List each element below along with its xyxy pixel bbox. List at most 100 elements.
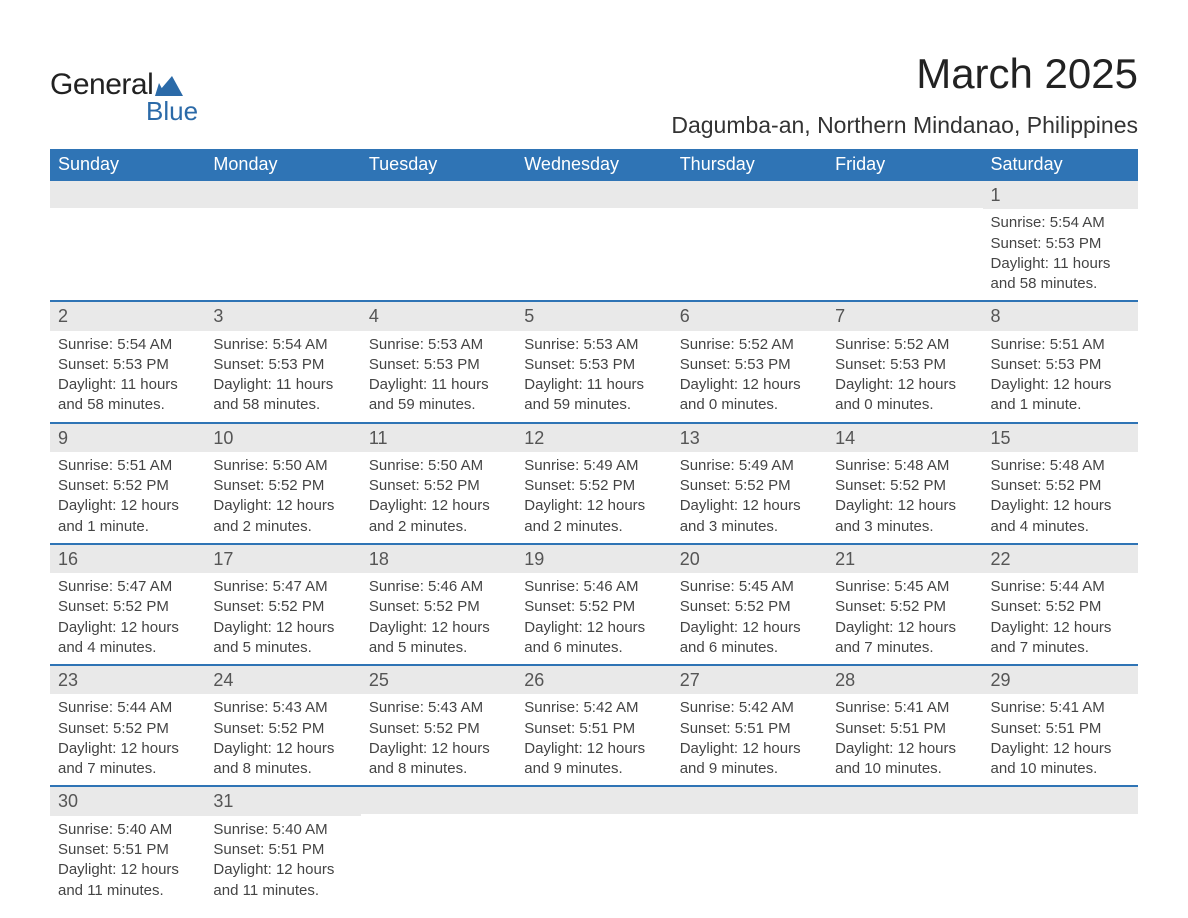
- day-number: 31: [205, 787, 360, 815]
- day-cell: [672, 181, 827, 300]
- title-block: March 2025 Dagumba-an, Northern Mindanao…: [671, 50, 1138, 139]
- day-number: 18: [361, 545, 516, 573]
- sunrise-text: Sunrise: 5:46 AM: [369, 577, 508, 597]
- daylight-text: Daylight: 12 hours and 2 minutes.: [524, 496, 663, 537]
- day-cell: [361, 181, 516, 300]
- day-body: Sunrise: 5:50 AMSunset: 5:52 PMDaylight:…: [205, 452, 360, 543]
- day-cell: 17Sunrise: 5:47 AMSunset: 5:52 PMDayligh…: [205, 545, 360, 664]
- sunset-text: Sunset: 5:52 PM: [835, 597, 974, 617]
- daylight-text: Daylight: 12 hours and 8 minutes.: [369, 739, 508, 780]
- day-body: Sunrise: 5:43 AMSunset: 5:52 PMDaylight:…: [361, 694, 516, 785]
- daylight-text: Daylight: 12 hours and 3 minutes.: [680, 496, 819, 537]
- day-body: Sunrise: 5:42 AMSunset: 5:51 PMDaylight:…: [672, 694, 827, 785]
- daylight-text: Daylight: 12 hours and 4 minutes.: [58, 618, 197, 659]
- weekday-friday: Friday: [827, 149, 982, 181]
- week-row: 30Sunrise: 5:40 AMSunset: 5:51 PMDayligh…: [50, 785, 1138, 906]
- day-cell: [50, 181, 205, 300]
- sunrise-text: Sunrise: 5:47 AM: [58, 577, 197, 597]
- sunrise-text: Sunrise: 5:49 AM: [524, 456, 663, 476]
- day-cell: 8Sunrise: 5:51 AMSunset: 5:53 PMDaylight…: [983, 302, 1138, 421]
- daylight-text: Daylight: 12 hours and 3 minutes.: [835, 496, 974, 537]
- day-number: 5: [516, 302, 671, 330]
- daylight-text: Daylight: 12 hours and 7 minutes.: [991, 618, 1130, 659]
- sunrise-text: Sunrise: 5:41 AM: [835, 698, 974, 718]
- sunset-text: Sunset: 5:53 PM: [680, 355, 819, 375]
- day-number: 1: [983, 181, 1138, 209]
- sunset-text: Sunset: 5:52 PM: [680, 597, 819, 617]
- weeks-container: 1Sunrise: 5:54 AMSunset: 5:53 PMDaylight…: [50, 181, 1138, 907]
- sunrise-text: Sunrise: 5:48 AM: [991, 456, 1130, 476]
- day-cell: 5Sunrise: 5:53 AMSunset: 5:53 PMDaylight…: [516, 302, 671, 421]
- day-body: Sunrise: 5:53 AMSunset: 5:53 PMDaylight:…: [361, 331, 516, 422]
- day-number: 27: [672, 666, 827, 694]
- day-cell: [827, 787, 982, 906]
- day-body: Sunrise: 5:52 AMSunset: 5:53 PMDaylight:…: [827, 331, 982, 422]
- day-cell: 19Sunrise: 5:46 AMSunset: 5:52 PMDayligh…: [516, 545, 671, 664]
- sunset-text: Sunset: 5:51 PM: [835, 719, 974, 739]
- sunset-text: Sunset: 5:52 PM: [213, 597, 352, 617]
- sunset-text: Sunset: 5:52 PM: [369, 719, 508, 739]
- day-cell: [361, 787, 516, 906]
- sunset-text: Sunset: 5:52 PM: [835, 476, 974, 496]
- sunset-text: Sunset: 5:51 PM: [991, 719, 1130, 739]
- daylight-text: Daylight: 12 hours and 2 minutes.: [369, 496, 508, 537]
- day-cell: [983, 787, 1138, 906]
- daylight-text: Daylight: 12 hours and 1 minute.: [991, 375, 1130, 416]
- daylight-text: Daylight: 12 hours and 7 minutes.: [58, 739, 197, 780]
- day-number: 3: [205, 302, 360, 330]
- sunrise-text: Sunrise: 5:43 AM: [369, 698, 508, 718]
- day-body: [361, 814, 516, 824]
- day-cell: 6Sunrise: 5:52 AMSunset: 5:53 PMDaylight…: [672, 302, 827, 421]
- sunset-text: Sunset: 5:51 PM: [213, 840, 352, 860]
- weekday-saturday: Saturday: [983, 149, 1138, 181]
- day-body: [516, 208, 671, 218]
- day-body: Sunrise: 5:44 AMSunset: 5:52 PMDaylight:…: [983, 573, 1138, 664]
- day-cell: [205, 181, 360, 300]
- sunset-text: Sunset: 5:53 PM: [369, 355, 508, 375]
- brand-text-top: General: [50, 68, 153, 102]
- daylight-text: Daylight: 12 hours and 2 minutes.: [213, 496, 352, 537]
- sunset-text: Sunset: 5:53 PM: [524, 355, 663, 375]
- day-cell: 11Sunrise: 5:50 AMSunset: 5:52 PMDayligh…: [361, 424, 516, 543]
- day-number: 24: [205, 666, 360, 694]
- day-cell: 23Sunrise: 5:44 AMSunset: 5:52 PMDayligh…: [50, 666, 205, 785]
- day-body: [205, 208, 360, 218]
- week-row: 9Sunrise: 5:51 AMSunset: 5:52 PMDaylight…: [50, 422, 1138, 543]
- sunrise-text: Sunrise: 5:52 AM: [680, 335, 819, 355]
- sunrise-text: Sunrise: 5:54 AM: [58, 335, 197, 355]
- day-body: [827, 208, 982, 218]
- daylight-text: Daylight: 12 hours and 0 minutes.: [680, 375, 819, 416]
- day-cell: 7Sunrise: 5:52 AMSunset: 5:53 PMDaylight…: [827, 302, 982, 421]
- daylight-text: Daylight: 12 hours and 6 minutes.: [524, 618, 663, 659]
- sunset-text: Sunset: 5:53 PM: [835, 355, 974, 375]
- week-row: 16Sunrise: 5:47 AMSunset: 5:52 PMDayligh…: [50, 543, 1138, 664]
- sunset-text: Sunset: 5:52 PM: [213, 719, 352, 739]
- brand-text-bottom: Blue: [146, 96, 198, 127]
- day-number: 11: [361, 424, 516, 452]
- day-body: Sunrise: 5:49 AMSunset: 5:52 PMDaylight:…: [516, 452, 671, 543]
- daylight-text: Daylight: 12 hours and 11 minutes.: [213, 860, 352, 901]
- day-number: 13: [672, 424, 827, 452]
- sunset-text: Sunset: 5:51 PM: [524, 719, 663, 739]
- day-number: 25: [361, 666, 516, 694]
- daylight-text: Daylight: 12 hours and 8 minutes.: [213, 739, 352, 780]
- sunrise-text: Sunrise: 5:44 AM: [58, 698, 197, 718]
- day-cell: 26Sunrise: 5:42 AMSunset: 5:51 PMDayligh…: [516, 666, 671, 785]
- day-number: 9: [50, 424, 205, 452]
- weekday-thursday: Thursday: [672, 149, 827, 181]
- daylight-text: Daylight: 12 hours and 9 minutes.: [524, 739, 663, 780]
- day-cell: [516, 181, 671, 300]
- day-number: 21: [827, 545, 982, 573]
- day-body: Sunrise: 5:46 AMSunset: 5:52 PMDaylight:…: [516, 573, 671, 664]
- week-row: 1Sunrise: 5:54 AMSunset: 5:53 PMDaylight…: [50, 181, 1138, 300]
- day-body: [983, 814, 1138, 824]
- daylight-text: Daylight: 11 hours and 59 minutes.: [369, 375, 508, 416]
- sunset-text: Sunset: 5:52 PM: [369, 476, 508, 496]
- day-number: 19: [516, 545, 671, 573]
- daylight-text: Daylight: 12 hours and 1 minute.: [58, 496, 197, 537]
- day-body: Sunrise: 5:47 AMSunset: 5:52 PMDaylight:…: [50, 573, 205, 664]
- daylight-text: Daylight: 11 hours and 58 minutes.: [991, 254, 1130, 295]
- day-number: 2: [50, 302, 205, 330]
- daylight-text: Daylight: 12 hours and 7 minutes.: [835, 618, 974, 659]
- sunset-text: Sunset: 5:52 PM: [213, 476, 352, 496]
